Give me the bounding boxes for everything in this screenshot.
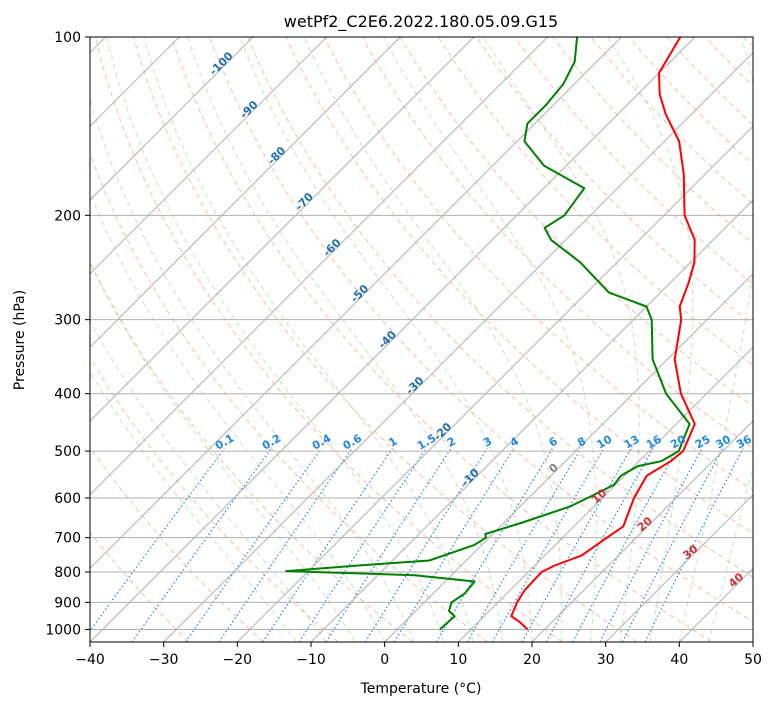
sounding-profiles (285, 37, 696, 631)
x-tick-label: 30 (597, 652, 615, 668)
mixing-ratio-line (393, 448, 515, 642)
x-tick-label: −10 (296, 652, 326, 668)
isotherm-line (310, 199, 753, 642)
isotherm-line (90, 37, 622, 570)
dry-adiabat-line (399, 37, 753, 407)
dry-adiabat-line (90, 446, 264, 642)
isotherm-line (90, 37, 328, 275)
moist-adiabat-line (382, 37, 597, 642)
x-tick-label: 20 (523, 652, 541, 668)
mixing-ratio-line (325, 448, 452, 642)
dry-adiabat-line (90, 152, 488, 642)
x-tick-label: −40 (75, 652, 105, 668)
x-tick-label: −20 (223, 652, 253, 668)
mixing-ratio-line (621, 448, 723, 642)
dry-adiabat-line (514, 37, 753, 285)
x-tick-label: 50 (744, 652, 762, 668)
moist-adiabat-line (90, 261, 356, 642)
mixing-ratio-line (491, 448, 605, 642)
dry-adiabat-line (247, 37, 753, 578)
dry-adiabat-line (94, 37, 563, 642)
y-tick-label: 600 (54, 491, 81, 507)
moist-adiabat-line (90, 370, 297, 642)
isotherm-line (236, 125, 753, 642)
isotherm-line (90, 37, 254, 201)
isotherm-line (605, 493, 753, 642)
mixing-ratio-line (572, 448, 678, 642)
isotherm-line (457, 346, 753, 642)
dry-adiabat-line (209, 37, 753, 623)
moist-adiabat-line (106, 37, 445, 642)
moist-adiabat-line (482, 37, 640, 642)
dewpoint-profile-line (285, 37, 691, 631)
mixing-ratio-line (599, 448, 703, 642)
isotherm-line (163, 51, 753, 642)
moist-adiabats (90, 37, 753, 642)
dry-adiabat-line (90, 356, 339, 642)
x-axis: −40 −30 −20 −10 0 10 20 30 40 50 (75, 642, 762, 668)
y-tick-label: 200 (54, 208, 81, 224)
dry-adiabats (90, 37, 753, 642)
moist-adiabat-line (607, 37, 694, 642)
mixing-ratio-line (218, 448, 353, 642)
mixing-ratio-line (90, 448, 225, 632)
x-axis-label: Temperature (°C) (360, 681, 482, 697)
moist-adiabat-line (90, 190, 386, 642)
dry-adiabat-line (361, 37, 753, 449)
isotherm-line (90, 37, 401, 349)
moist-adiabat-line (303, 37, 563, 642)
x-tick-label: 40 (670, 652, 688, 668)
x-tick-label: 10 (449, 652, 467, 668)
isotherm-line (384, 272, 753, 642)
y-tick-label: 1000 (45, 622, 81, 638)
y-tick-label: 700 (54, 531, 81, 547)
y-axis-label: Pressure (hPa) (12, 290, 28, 390)
chart-title: wetPf2_C2E6.2022.180.05.09.G15 (284, 12, 558, 32)
mixing-ratio-line (131, 448, 272, 642)
y-tick-label: 100 (54, 30, 81, 46)
isotherm-line (90, 37, 475, 422)
isotherm-line (90, 37, 696, 642)
dry-adiabat-line (90, 531, 190, 642)
pressure-grid (90, 37, 753, 630)
mixing-ratio-line (466, 448, 582, 642)
mixing-ratio-line (185, 448, 322, 642)
y-tick-label: 400 (54, 387, 81, 403)
y-axis: 100 200 300 400 500 600 700 800 900 1000 (45, 30, 90, 638)
x-tick-label: 0 (380, 652, 389, 668)
dry-adiabat-line (171, 37, 712, 642)
skewed-isotherms (90, 37, 753, 642)
moist-adiabat-line (239, 37, 533, 642)
y-tick-label: 800 (54, 565, 81, 581)
temperature-profile-line (510, 37, 696, 631)
isotherm-line (531, 420, 753, 642)
isotherm-line (90, 37, 549, 496)
plot-frame (89, 36, 754, 643)
y-tick-label: 900 (54, 595, 81, 611)
dry-adiabat-line (132, 37, 638, 642)
moist-adiabat-line (143, 37, 474, 642)
mixing-ratio-line (262, 448, 393, 642)
x-tick-label: −30 (149, 652, 179, 668)
mixing-ratio-line (298, 448, 427, 642)
y-tick-label: 500 (54, 444, 81, 460)
mixing-ratio-line (364, 448, 488, 642)
y-tick-label: 300 (54, 313, 81, 329)
moist-adiabat-line (187, 37, 503, 642)
